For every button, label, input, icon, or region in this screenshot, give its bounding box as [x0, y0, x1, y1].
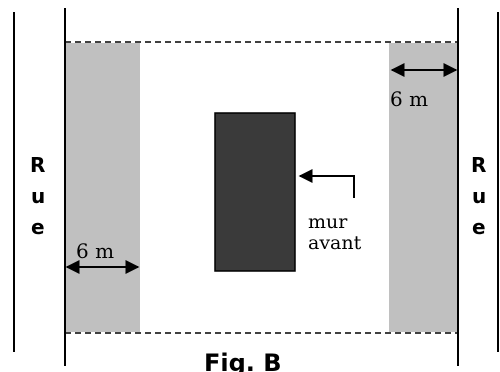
right-setback-label: 6 m [390, 87, 428, 111]
figure-caption: Fig. B [204, 349, 282, 372]
left-street-letter-3: e [31, 215, 45, 239]
right-street-letter-2: u [472, 184, 486, 208]
left-street-letter-1: R [30, 153, 45, 177]
right-street-letter-3: e [472, 215, 486, 239]
front-wall-label-line1: mur [308, 211, 348, 233]
right-street-letter-1: R [471, 153, 486, 177]
left-street-letter-2: u [31, 184, 45, 208]
building [214, 112, 296, 272]
front-wall-pointer [298, 169, 355, 198]
left-setback-strip [66, 43, 140, 332]
front-wall-label-line2: avant [308, 232, 362, 254]
left-setback-label: 6 m [76, 239, 114, 263]
right-setback-strip [389, 43, 457, 332]
